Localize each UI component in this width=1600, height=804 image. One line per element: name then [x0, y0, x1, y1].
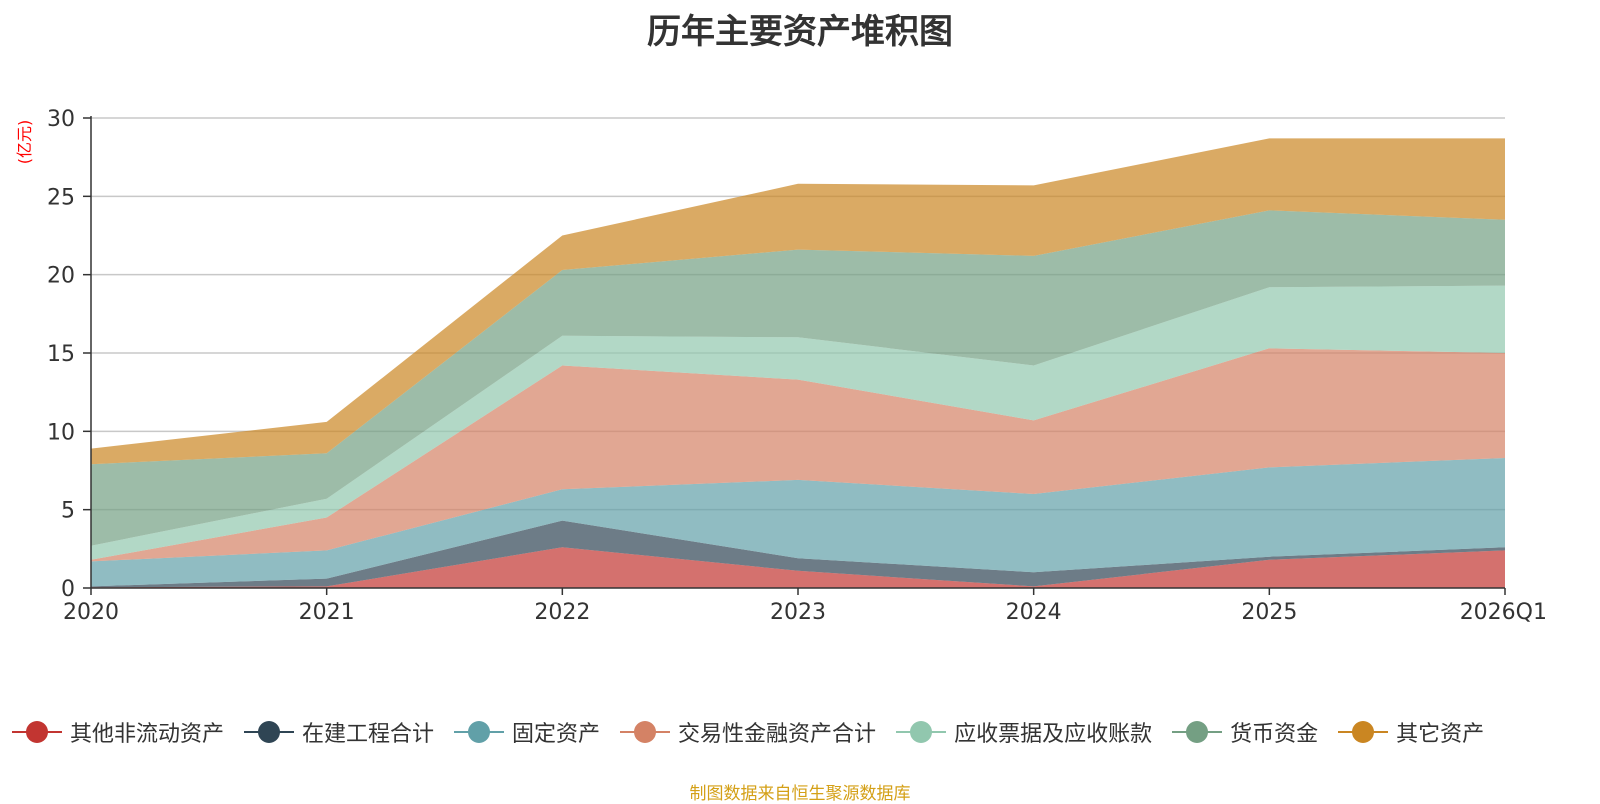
legend-item[interactable]: 交易性金融资产合计 [620, 716, 876, 748]
area-series [91, 138, 1505, 588]
legend-marker-icon [244, 721, 295, 743]
y-tick-label: 5 [61, 499, 75, 524]
legend-item[interactable]: 货币资金 [1172, 716, 1318, 748]
chart-title: 历年主要资产堆积图 [647, 12, 953, 52]
y-tick-label: 20 [47, 264, 75, 289]
legend-item[interactable]: 其它资产 [1338, 716, 1484, 748]
legend-item[interactable]: 其他非流动资产 [12, 716, 224, 748]
legend-label: 应收票据及应收账款 [954, 722, 1153, 747]
legend-label: 其他非流动资产 [70, 722, 225, 747]
y-tick-label: 0 [61, 577, 75, 602]
legend-marker-icon [454, 721, 505, 743]
x-tick-label: 2024 [1006, 600, 1062, 625]
y-axis-label: (亿元) [15, 120, 34, 165]
legend-label: 货币资金 [1230, 722, 1319, 747]
legend-marker-icon [1338, 721, 1389, 743]
legend-item[interactable]: 应收票据及应收账款 [896, 716, 1152, 748]
source-note: 制图数据来自恒生聚源数据库 [689, 784, 911, 804]
legend-marker-icon [620, 721, 671, 743]
area-series-6 [91, 138, 1505, 465]
legend-label: 交易性金融资产合计 [678, 722, 877, 747]
legend-label: 其它资产 [1396, 722, 1485, 747]
y-tick-label: 10 [47, 420, 75, 445]
legend-item[interactable]: 固定资产 [454, 716, 600, 748]
area-series-0 [91, 547, 1505, 588]
x-tick-label: 2022 [534, 600, 590, 625]
legend-marker-icon [12, 721, 62, 743]
legend-marker-icon [1172, 721, 1223, 743]
y-tick-label: 25 [47, 185, 75, 210]
area-series-1 [91, 520, 1505, 588]
legend-label: 固定资产 [512, 722, 601, 747]
x-tick-label: 2023 [770, 600, 826, 625]
y-tick-label: 30 [47, 107, 75, 132]
x-tick-label: 2021 [299, 600, 355, 625]
area-series-2 [91, 458, 1505, 587]
legend-item[interactable]: 在建工程合计 [244, 716, 434, 748]
legend-marker-icon [896, 721, 947, 743]
legend: 其他非流动资产 在建工程合计 固定资产 交易性金融资产合计 应收票据及应收账款 货币资金 其… [12, 716, 1504, 748]
x-tick-label: 2026Q1 [1460, 600, 1547, 625]
area-series-4 [91, 285, 1505, 560]
area-series-3 [91, 348, 1505, 562]
legend-label: 在建工程合计 [302, 722, 435, 747]
y-tick-label: 15 [47, 342, 75, 367]
x-tick-label: 2025 [1241, 600, 1297, 625]
area-series-5 [91, 210, 1505, 546]
x-tick-label: 2020 [63, 600, 119, 625]
